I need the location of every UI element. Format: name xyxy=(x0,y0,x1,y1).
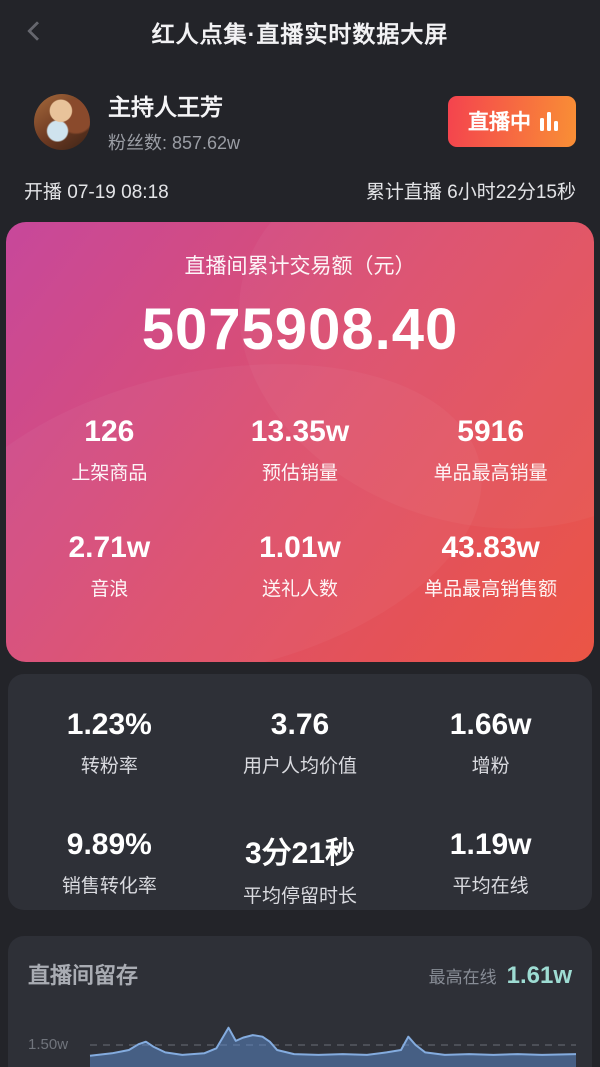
host-meta: 主持人王芳 粉丝数: 857.62w xyxy=(108,88,448,155)
metrics-card: 1.23% 转粉率 3.76 用户人均价值 1.66w 增粉 9.89% 销售转… xyxy=(8,674,592,910)
page-title: 红人点集·直播实时数据大屏 xyxy=(151,21,449,47)
retention-card: 直播间留存 最高在线 1.61w 1.50w xyxy=(8,936,592,1067)
top-bar: 红人点集·直播实时数据大屏 xyxy=(0,0,600,64)
gridline-label: 1.50w xyxy=(28,1036,69,1053)
back-button[interactable] xyxy=(22,18,56,48)
stat-sales-conversion: 9.89% 销售转化率 xyxy=(61,828,157,897)
retention-title: 直播间留存 xyxy=(28,963,139,988)
duration-label: 累计直播 6小时22分15秒 xyxy=(365,182,576,203)
stat-listed-products: 126 上架商品 xyxy=(71,415,148,484)
retention-chart-svg xyxy=(89,1026,577,1067)
retention-area xyxy=(90,1027,576,1067)
live-status-label: 直播中 xyxy=(468,111,531,134)
stat-gifters: 1.01w 送礼人数 xyxy=(259,531,341,600)
stat-new-followers: 1.66w 增粉 xyxy=(449,708,532,777)
gmv-card: 直播间累计交易额（元） 5075908.40 126 上架商品 13.35w 预… xyxy=(6,222,594,662)
stat-estimated-sales: 13.35w 预估销量 xyxy=(250,415,350,484)
stat-top-item-revenue: 43.83w 单品最高销售额 xyxy=(424,531,558,600)
retention-header: 直播间留存 最高在线 1.61w xyxy=(28,958,572,990)
live-bars-icon xyxy=(540,111,558,131)
peak-online-value: 1.61w xyxy=(506,962,572,989)
peak-online-label: 最高在线 xyxy=(428,968,497,987)
stat-sound-waves: 2.71w 音浪 xyxy=(68,531,151,600)
retention-chart[interactable]: 1.50w xyxy=(28,998,577,1067)
retention-line xyxy=(89,1026,577,1057)
metrics-stat-grid: 1.23% 转粉率 3.76 用户人均价值 1.66w 增粉 9.89% 销售转… xyxy=(8,708,592,908)
host-name: 主持人王芳 xyxy=(108,94,223,120)
gmv-title: 直播间累计交易额（元） xyxy=(184,255,416,278)
stat-avg-online: 1.19w 平均在线 xyxy=(449,828,532,897)
avatar xyxy=(34,93,90,150)
gmv-amount: 5075908.40 xyxy=(141,297,459,362)
back-chevron-icon xyxy=(27,21,47,41)
peak-online: 最高在线 1.61w xyxy=(429,962,572,990)
live-status-button[interactable]: 直播中 xyxy=(448,96,576,147)
host-row: 主持人王芳 粉丝数: 857.62w 直播中 xyxy=(0,64,600,155)
stat-avg-stay-duration: 3分21秒 平均停留时长 xyxy=(242,837,357,907)
gmv-stat-grid: 126 上架商品 13.35w 预估销量 5916 单品最高销量 2.71w 音… xyxy=(6,415,594,601)
stat-follow-rate: 1.23% 转粉率 xyxy=(66,708,152,777)
host-followers: 粉丝数: 857.62w xyxy=(108,133,241,153)
stat-value-per-user: 3.76 用户人均价值 xyxy=(242,708,357,777)
session-row: 开播 07-19 08:18 累计直播 6小时22分15秒 xyxy=(0,155,600,204)
stat-top-item-sales: 5916 单品最高销量 xyxy=(433,415,548,484)
start-time-label: 开播 07-19 08:18 xyxy=(24,182,169,203)
